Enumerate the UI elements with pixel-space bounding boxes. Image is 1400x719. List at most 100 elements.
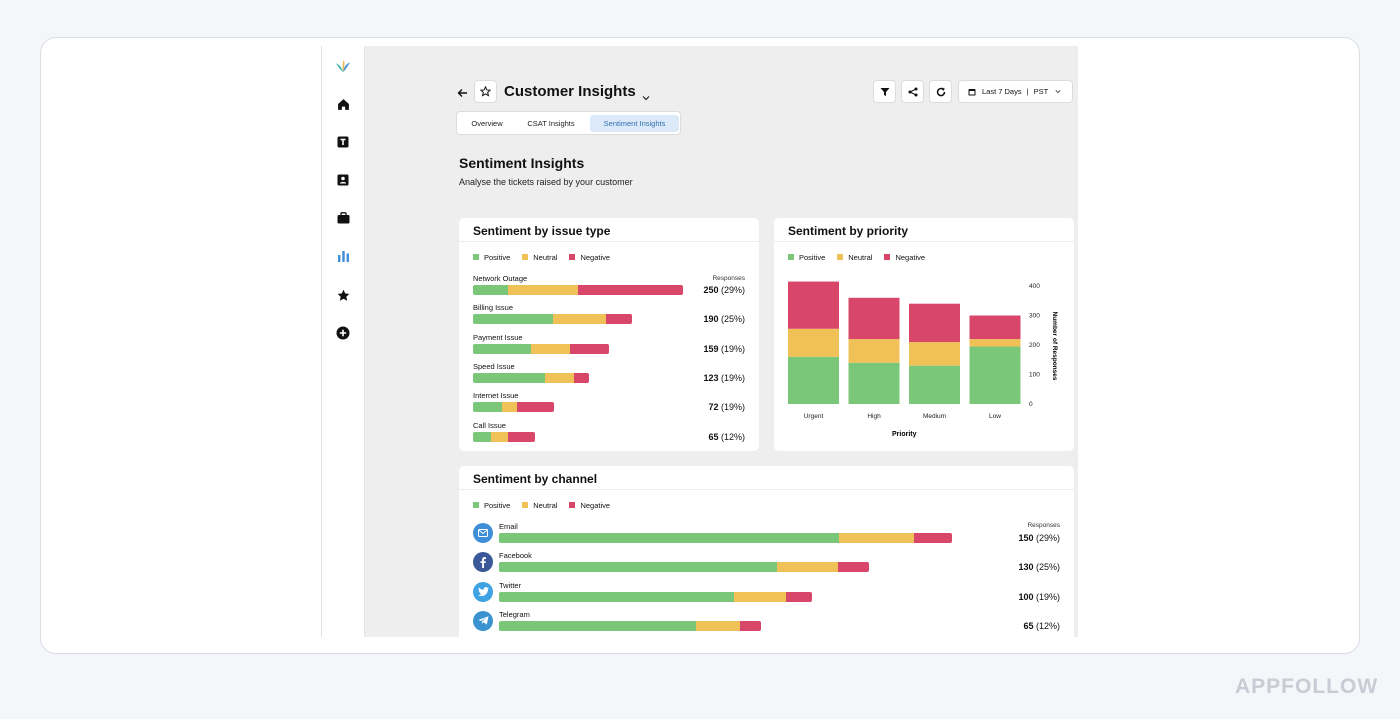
section-subheading: Analyse the tickets raised by your custo…	[459, 177, 633, 187]
issue-response-value: 250 (29%)	[665, 285, 745, 295]
bar-segment-positive	[473, 343, 531, 354]
channel-response-value: 150 (29%)	[980, 533, 1060, 543]
bar-segment-neutral	[734, 591, 786, 602]
bar-medium-negative[interactable]	[909, 303, 960, 343]
issue-response-value: 123 (19%)	[665, 373, 745, 383]
bar-urgent-neutral[interactable]	[788, 328, 839, 357]
bar-segment-neutral	[553, 314, 606, 325]
response-percent: (19%)	[720, 343, 745, 354]
app-window: Customer Insights Last 7 Days | PST Over…	[321, 46, 1078, 637]
bar-segment-neutral	[545, 372, 574, 383]
star-icon[interactable]	[335, 287, 351, 303]
issue-response-value: 72 (19%)	[665, 402, 745, 412]
channel-sentiment-bar[interactable]	[499, 620, 761, 631]
channel-sentiment-bar[interactable]	[499, 562, 869, 573]
issue-sentiment-bar[interactable]	[473, 402, 554, 413]
chart-title: Sentiment by priority	[788, 224, 909, 238]
section-heading: Sentiment Insights	[459, 155, 585, 171]
ticket-icon[interactable]	[335, 134, 351, 150]
add-icon[interactable]	[335, 325, 351, 341]
legend-neutral: Neutral	[522, 501, 557, 510]
bar-medium-neutral[interactable]	[909, 342, 960, 366]
twitter-icon	[473, 581, 493, 602]
title-chevron-down-icon[interactable]	[642, 88, 650, 106]
channel-sentiment-bar[interactable]	[499, 533, 952, 543]
channel-sentiment-bar[interactable]	[499, 591, 812, 602]
refresh-button[interactable]	[929, 80, 952, 103]
logo-icon[interactable]	[335, 58, 351, 74]
issue-type-card: Sentiment by issue type Positive Neutral…	[459, 218, 759, 451]
tab-sentiment-insights[interactable]: Sentiment Insights	[590, 115, 679, 132]
response-count: 190	[703, 314, 719, 325]
bar-segment-positive	[499, 591, 734, 602]
issue-card-title: Sentiment by issue type	[473, 224, 611, 238]
main-content: Customer Insights Last 7 Days | PST Over…	[365, 46, 1078, 637]
x-tick-label: Urgent	[804, 413, 824, 420]
briefcase-icon[interactable]	[335, 210, 351, 226]
back-arrow-icon[interactable]	[457, 85, 468, 103]
legend-neutral: Neutral	[837, 253, 872, 262]
divider	[459, 489, 1074, 490]
tab-overview[interactable]: Overview	[471, 119, 503, 128]
tab-csat-insights[interactable]: CSAT Insights	[527, 119, 575, 128]
channel-row-label: Telegram	[499, 609, 530, 619]
bar-segment-negative	[578, 285, 683, 295]
legend-negative: Negative	[569, 501, 610, 510]
date-range-picker[interactable]: Last 7 Days | PST	[958, 80, 1073, 103]
bar-segment-neutral	[777, 562, 838, 573]
issue-sentiment-bar[interactable]	[473, 285, 683, 295]
y-tick-label: 0	[1029, 401, 1033, 408]
bar-segment-positive	[473, 314, 553, 325]
bar-segment-negative	[517, 402, 554, 413]
channel-response-value: 130 (25%)	[980, 562, 1060, 572]
bar-segment-neutral	[531, 343, 570, 354]
issue-response-value: 65 (12%)	[665, 432, 745, 442]
bar-high-neutral[interactable]	[848, 339, 900, 363]
issue-legend: Positive Neutral Negative	[473, 253, 610, 262]
bar-high-negative[interactable]	[848, 297, 900, 340]
issue-response-value: 190 (25%)	[665, 314, 745, 324]
analytics-icon[interactable]	[335, 248, 351, 264]
filter-icon	[880, 87, 889, 96]
issue-row-label: Billing Issue	[473, 303, 514, 313]
bar-segment-negative	[574, 372, 589, 383]
x-tick-label: Low	[989, 413, 1001, 420]
response-count: 130	[1018, 562, 1034, 573]
legend-positive: Positive	[473, 501, 510, 510]
issue-sentiment-bar[interactable]	[473, 314, 632, 325]
bar-low-positive[interactable]	[969, 346, 1021, 404]
issue-sentiment-bar[interactable]	[473, 343, 609, 354]
share-button[interactable]	[901, 80, 924, 103]
issue-row-label: Payment Issue	[473, 332, 523, 342]
share-icon	[908, 87, 917, 96]
issue-sentiment-bar[interactable]	[473, 431, 535, 442]
filter-button[interactable]	[873, 80, 896, 103]
bar-medium-positive[interactable]	[909, 365, 960, 404]
favorite-button[interactable]	[474, 80, 497, 103]
response-count: 123	[703, 372, 719, 383]
response-percent: (19%)	[720, 372, 745, 383]
response-percent: (29%)	[720, 285, 745, 295]
bar-high-positive[interactable]	[848, 362, 900, 404]
legend-neutral: Neutral	[522, 253, 557, 262]
bar-segment-positive	[499, 562, 777, 573]
timezone-label: PST	[1033, 87, 1049, 96]
response-percent: (19%)	[1035, 591, 1060, 602]
bar-segment-positive	[473, 402, 502, 413]
response-percent: (12%)	[1035, 620, 1060, 631]
home-icon[interactable]	[335, 96, 351, 112]
issue-sentiment-bar[interactable]	[473, 372, 589, 383]
bar-segment-neutral	[839, 533, 914, 543]
bar-low-negative[interactable]	[969, 315, 1021, 340]
contacts-icon[interactable]	[335, 172, 351, 188]
bar-urgent-positive[interactable]	[788, 356, 839, 404]
bar-segment-neutral	[491, 431, 508, 442]
channel-row-label: Facebook	[499, 551, 532, 561]
page-title: Customer Insights	[504, 83, 636, 100]
response-count: 150	[1018, 533, 1034, 543]
responses-header: Responses	[712, 275, 745, 282]
refresh-icon	[936, 87, 945, 96]
date-range-label: Last 7 Days	[982, 87, 1022, 96]
bar-urgent-negative[interactable]	[788, 281, 839, 329]
bar-low-neutral[interactable]	[969, 339, 1021, 347]
